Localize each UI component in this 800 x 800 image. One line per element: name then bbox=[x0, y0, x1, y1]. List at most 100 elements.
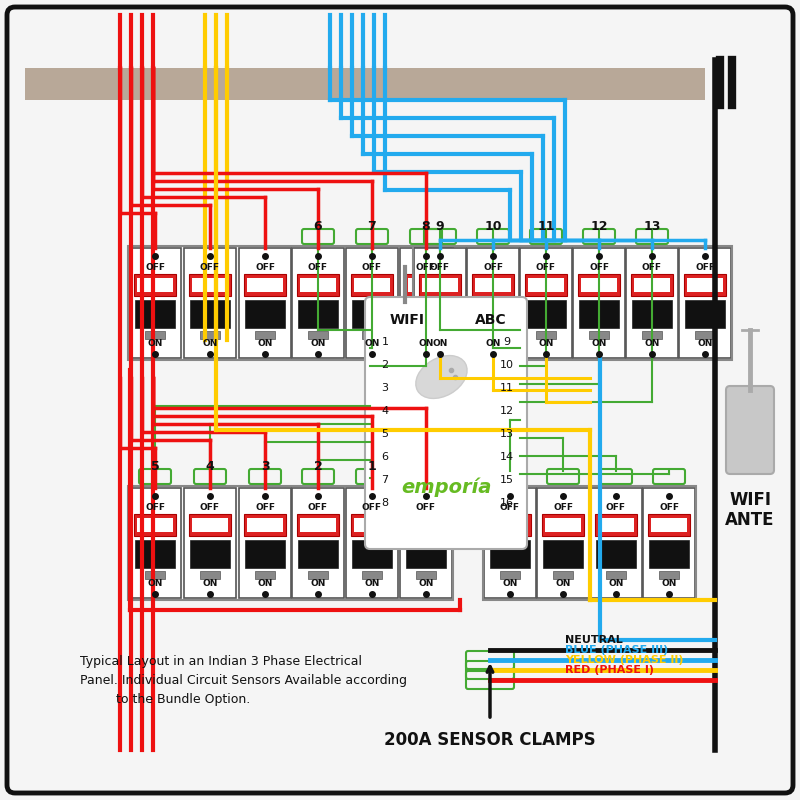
Bar bbox=[351, 514, 393, 536]
Text: 12: 12 bbox=[500, 406, 514, 416]
Bar bbox=[346, 248, 398, 358]
Bar bbox=[244, 514, 286, 536]
Text: OFF: OFF bbox=[308, 503, 328, 513]
Bar bbox=[190, 540, 230, 568]
Bar bbox=[134, 274, 176, 296]
Bar bbox=[526, 300, 566, 328]
Text: 8: 8 bbox=[422, 219, 430, 233]
Bar bbox=[128, 246, 453, 360]
Text: NEUTRAL: NEUTRAL bbox=[565, 635, 622, 645]
Bar bbox=[308, 331, 328, 339]
Bar bbox=[137, 518, 173, 532]
Text: 2: 2 bbox=[314, 459, 322, 473]
Text: OFF: OFF bbox=[483, 263, 503, 273]
Bar bbox=[632, 300, 672, 328]
Text: 6: 6 bbox=[382, 452, 389, 462]
Ellipse shape bbox=[416, 355, 467, 398]
Bar bbox=[483, 486, 696, 600]
Text: ON: ON bbox=[310, 579, 326, 589]
Text: 4: 4 bbox=[382, 406, 389, 416]
FancyBboxPatch shape bbox=[7, 7, 793, 793]
Text: OFF: OFF bbox=[642, 263, 662, 273]
Text: OFF: OFF bbox=[553, 503, 573, 513]
Text: 1: 1 bbox=[368, 459, 376, 473]
Text: 16: 16 bbox=[500, 498, 514, 508]
Bar bbox=[596, 540, 636, 568]
Bar bbox=[489, 514, 531, 536]
Text: 10: 10 bbox=[500, 360, 514, 370]
Text: OFF: OFF bbox=[145, 263, 165, 273]
Text: ON: ON bbox=[555, 579, 570, 589]
Text: OFF: OFF bbox=[536, 263, 556, 273]
Bar bbox=[648, 514, 690, 536]
Bar bbox=[255, 331, 275, 339]
Text: OFF: OFF bbox=[500, 503, 520, 513]
Bar bbox=[685, 300, 725, 328]
Text: 1: 1 bbox=[382, 337, 389, 347]
Text: 8: 8 bbox=[382, 498, 389, 508]
Bar bbox=[414, 248, 466, 358]
Bar bbox=[545, 518, 581, 532]
Bar bbox=[473, 300, 513, 328]
Bar bbox=[643, 488, 695, 598]
Bar bbox=[245, 540, 285, 568]
Text: 12: 12 bbox=[590, 219, 608, 233]
Bar bbox=[346, 488, 398, 598]
Bar bbox=[200, 571, 220, 579]
Text: ON: ON bbox=[202, 339, 218, 349]
Bar bbox=[352, 540, 392, 568]
Text: 14: 14 bbox=[500, 452, 514, 462]
Bar bbox=[590, 488, 642, 598]
Text: ON: ON bbox=[364, 579, 380, 589]
Text: ON: ON bbox=[608, 579, 624, 589]
Text: ON: ON bbox=[591, 339, 606, 349]
Bar bbox=[419, 274, 461, 296]
Text: 9: 9 bbox=[503, 337, 510, 347]
Bar bbox=[687, 278, 723, 292]
Bar bbox=[595, 514, 637, 536]
Bar bbox=[244, 274, 286, 296]
Bar bbox=[430, 331, 450, 339]
Text: ABC: ABC bbox=[475, 313, 507, 327]
Bar bbox=[239, 248, 291, 358]
Bar bbox=[589, 331, 609, 339]
Text: OFF: OFF bbox=[255, 263, 275, 273]
Text: ON: ON bbox=[364, 339, 380, 349]
Text: 3: 3 bbox=[382, 383, 389, 393]
Bar bbox=[128, 486, 453, 600]
Text: OFF: OFF bbox=[255, 503, 275, 513]
Bar bbox=[408, 278, 444, 292]
Text: 7: 7 bbox=[368, 219, 376, 233]
Text: ON: ON bbox=[418, 339, 434, 349]
Bar bbox=[297, 274, 339, 296]
Bar bbox=[659, 571, 679, 579]
Bar bbox=[400, 248, 452, 358]
Text: ON: ON bbox=[486, 339, 501, 349]
Text: emporía: emporía bbox=[401, 478, 491, 497]
Bar bbox=[200, 331, 220, 339]
Bar bbox=[255, 571, 275, 579]
Text: ON: ON bbox=[662, 579, 677, 589]
Text: 2: 2 bbox=[382, 360, 389, 370]
Text: 200A SENSOR CLAMPS: 200A SENSOR CLAMPS bbox=[384, 731, 596, 749]
Text: OFF: OFF bbox=[606, 503, 626, 513]
Bar bbox=[189, 514, 231, 536]
Bar bbox=[239, 488, 291, 598]
Text: ON: ON bbox=[147, 339, 162, 349]
Text: ON: ON bbox=[502, 579, 518, 589]
Bar bbox=[400, 488, 452, 598]
Text: OFF: OFF bbox=[589, 263, 609, 273]
Bar bbox=[145, 571, 165, 579]
Bar bbox=[300, 518, 336, 532]
Bar bbox=[416, 331, 436, 339]
Bar bbox=[542, 514, 584, 536]
Text: OFF: OFF bbox=[362, 263, 382, 273]
Text: 7: 7 bbox=[382, 475, 389, 485]
Bar bbox=[626, 248, 678, 358]
Bar bbox=[406, 540, 446, 568]
Text: OFF: OFF bbox=[416, 503, 436, 513]
Bar bbox=[129, 488, 181, 598]
Text: ON: ON bbox=[698, 339, 713, 349]
Bar bbox=[684, 274, 726, 296]
Bar bbox=[189, 274, 231, 296]
